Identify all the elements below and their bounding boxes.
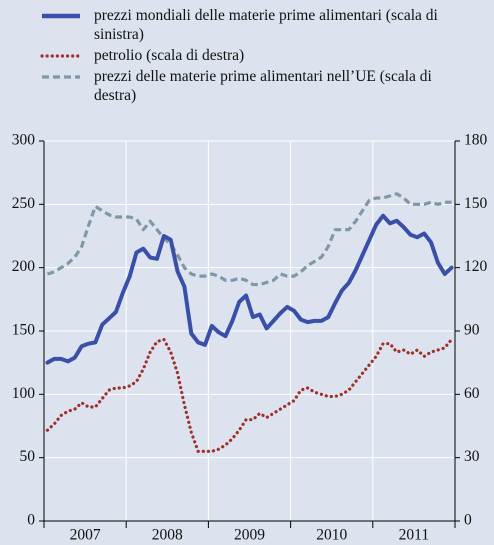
legend-entry: prezzi delle materie prime alimentari ne…	[40, 67, 460, 105]
y2-tick-label: 0	[464, 512, 472, 529]
x-tick-label: 2010	[316, 527, 347, 544]
y-tick-label: 100	[12, 385, 36, 402]
legend-label: petrolio (scala di destra)	[94, 47, 245, 64]
legend-entry: petrolio (scala di destra)	[40, 46, 460, 65]
y2-tick-label: 30	[464, 448, 480, 465]
y-tick-label: 150	[12, 322, 36, 339]
y2-tick-label: 150	[464, 195, 488, 212]
x-tick-label: 2008	[152, 527, 183, 544]
y-tick-label: 250	[12, 195, 36, 212]
y-tick-label: 200	[12, 258, 36, 275]
legend-label: prezzi mondiali delle materie prime alim…	[94, 7, 438, 43]
legend: prezzi mondiali delle materie prime alim…	[40, 6, 460, 107]
legend-swatch	[42, 13, 80, 19]
x-tick-label: 2009	[234, 527, 265, 544]
y-tick-label: 300	[12, 132, 36, 149]
y2-tick-label: 120	[464, 258, 488, 275]
series-line	[46, 192, 452, 287]
y-tick-label: 0	[27, 512, 35, 529]
legend-swatch	[40, 54, 82, 58]
y2-tick-label: 90	[464, 322, 480, 339]
x-tick-label: 2011	[399, 527, 429, 544]
series-line	[45, 213, 454, 365]
y2-tick-label: 180	[464, 132, 488, 149]
x-tick-label: 2007	[70, 527, 101, 544]
legend-entry: prezzi mondiali delle materie prime alim…	[40, 6, 460, 44]
series-line	[45, 337, 454, 453]
legend-swatch	[42, 75, 80, 79]
legend-label: prezzi delle materie prime alimentari ne…	[94, 68, 432, 104]
y-tick-label: 50	[20, 448, 36, 465]
y2-tick-label: 60	[464, 385, 480, 402]
